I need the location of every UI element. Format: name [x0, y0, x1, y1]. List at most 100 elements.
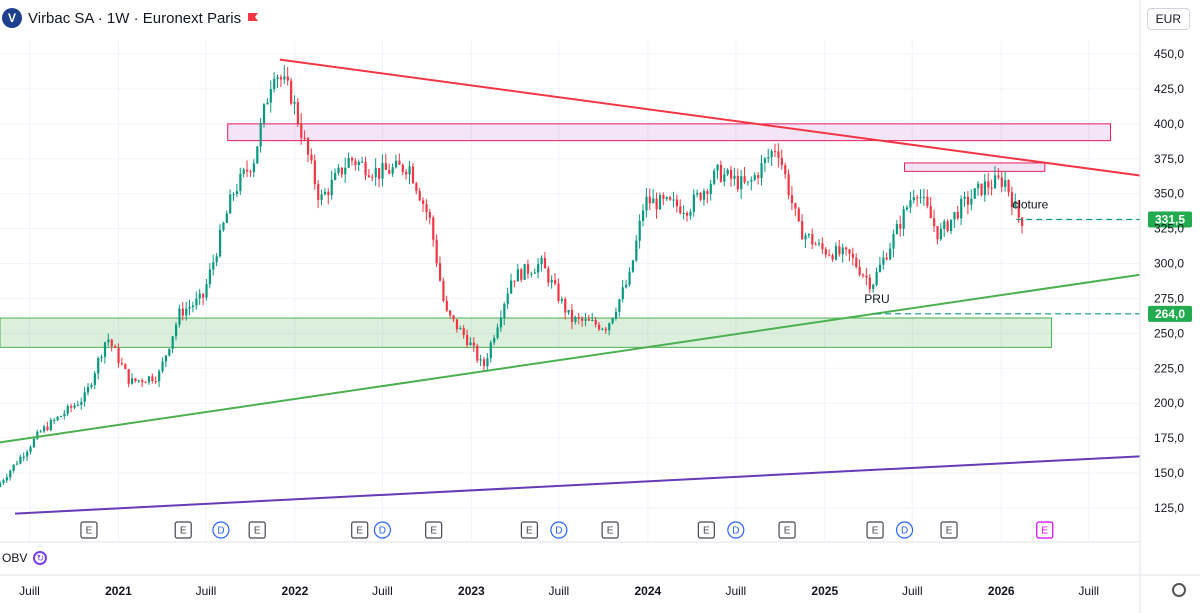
candle-body	[645, 196, 648, 211]
candle-body	[885, 257, 888, 260]
x-tick-label: Juill	[196, 584, 217, 598]
candle-body	[865, 275, 868, 278]
grid	[0, 40, 1140, 542]
candle-body	[770, 151, 773, 158]
candle-body	[750, 179, 753, 182]
x-tick-label: Juill	[549, 584, 570, 598]
candle-body	[570, 309, 574, 323]
candle-body	[293, 102, 296, 104]
candle-body	[993, 175, 997, 189]
event-letter: D	[901, 526, 908, 537]
candle-body	[242, 169, 245, 174]
candle-body	[168, 348, 171, 356]
candle-body	[625, 284, 628, 288]
candle-body	[672, 199, 675, 201]
time-axis[interactable]: Juill 2021 Juill 2022 Juill 2023 Juill 2024 Juil…	[19, 584, 1099, 598]
candle-body	[530, 273, 533, 275]
candle-body	[49, 420, 52, 431]
candle-body	[147, 376, 151, 383]
candle-body	[479, 359, 482, 361]
candle-body	[618, 299, 621, 312]
candle-body	[208, 269, 212, 285]
resistance-trendline[interactable]	[279, 58, 1141, 177]
candle-body	[164, 355, 168, 362]
currency-button[interactable]: EUR	[1146, 8, 1190, 30]
candle-body	[158, 371, 161, 382]
support-trendline[interactable]	[0, 273, 1141, 444]
long-support-trendline[interactable]	[14, 455, 1141, 515]
candle-body	[388, 169, 391, 174]
event-letter: E	[946, 526, 953, 537]
candle-body	[46, 426, 49, 431]
candle-body	[699, 192, 702, 200]
candle-body	[919, 197, 922, 199]
candle-body	[567, 309, 570, 313]
candle-body	[662, 195, 665, 199]
candle-body	[378, 168, 381, 179]
candle-body	[591, 319, 594, 321]
candle-body	[300, 123, 303, 138]
candle-body	[144, 382, 147, 384]
candle-body	[445, 300, 448, 311]
candle-body	[323, 191, 327, 195]
candle-body	[493, 337, 496, 343]
candle-body	[604, 328, 607, 331]
symbol-title[interactable]: Virbac SA · 1W · Euronext Paris	[28, 9, 242, 27]
candle-body	[438, 263, 442, 281]
candle-body	[635, 240, 638, 261]
candle-body	[361, 161, 364, 163]
refresh-icon[interactable]: ↻	[33, 551, 48, 565]
candle-body	[980, 183, 983, 195]
candle-body	[970, 198, 973, 205]
candle-body	[787, 174, 790, 196]
candle-body	[845, 247, 848, 250]
candle-body	[533, 272, 536, 274]
candle-body	[784, 165, 787, 175]
candle-body	[435, 239, 438, 264]
candle-body	[266, 102, 269, 105]
candle-body	[39, 431, 42, 433]
candle-body	[42, 426, 46, 432]
candle-body	[598, 324, 601, 330]
candle-body	[685, 212, 689, 216]
price-axis[interactable]: 450,0 425,0 400,0 375,0 350,0 325,0 300,0 275,0…	[1154, 47, 1184, 515]
candle-body	[794, 203, 797, 209]
candle-body	[367, 175, 371, 177]
candle-body	[114, 346, 117, 348]
candle-body	[218, 229, 222, 257]
obv-indicator[interactable]: OBV ↻	[2, 551, 48, 565]
candle-body	[449, 310, 452, 316]
candle-body	[868, 277, 871, 289]
candle-body	[117, 347, 120, 364]
dividend-event-marker	[550, 521, 568, 539]
candle-body	[59, 416, 63, 418]
candle-body	[482, 359, 486, 367]
candle-body	[56, 416, 59, 420]
candle-body	[212, 262, 215, 270]
candle-body	[73, 405, 76, 408]
earnings-event-marker	[425, 521, 443, 539]
candle-body	[1017, 201, 1020, 218]
candle-body	[878, 264, 882, 272]
event-letter: E	[356, 526, 363, 537]
candle-body	[872, 284, 875, 289]
candle-body	[767, 157, 770, 159]
x-tick-label: 2023	[458, 584, 485, 598]
x-tick-label: Juill	[725, 584, 746, 598]
candle-body	[706, 191, 709, 194]
candle-body	[29, 447, 32, 452]
earnings-event-marker	[248, 521, 266, 539]
candle-body	[249, 171, 252, 173]
candle-body	[841, 247, 844, 255]
trend-lines[interactable]	[0, 58, 1141, 515]
candle-body	[743, 176, 746, 183]
candle-body	[344, 167, 347, 175]
event-letter: E	[1041, 526, 1048, 537]
candle-body	[851, 253, 855, 258]
y-tick-label: 200,0	[1154, 396, 1184, 410]
candle-body	[161, 361, 164, 372]
candle-body	[408, 166, 411, 175]
settings-icon[interactable]	[1172, 583, 1186, 597]
candle-body	[374, 168, 377, 177]
